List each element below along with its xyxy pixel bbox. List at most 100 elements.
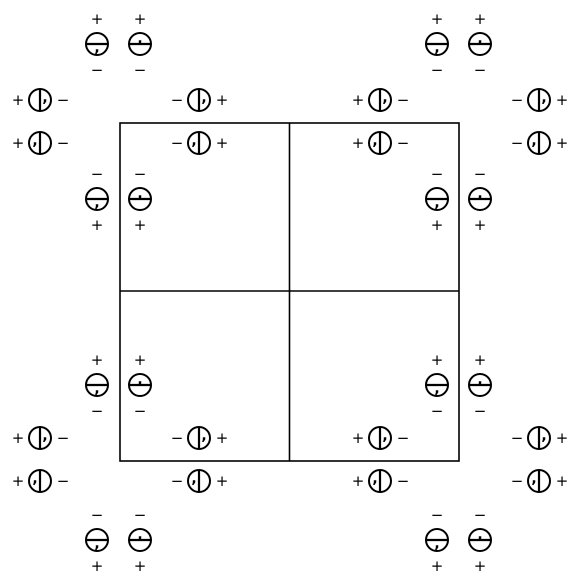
sign-below: − xyxy=(431,402,444,420)
sign-above: − xyxy=(431,506,444,524)
vertical-pair-top-left-inner: −, + −, + xyxy=(85,165,152,234)
horizontal-dipole-symbol: , xyxy=(425,32,449,56)
sign-below: − xyxy=(474,402,487,420)
vertical-dipole-symbol: , xyxy=(187,131,211,155)
vertical-pair-bottom-left-outer: −, + −, + xyxy=(85,506,152,575)
vertical-pair-bottom-left-inner: +, − +, − xyxy=(85,351,152,420)
sign-left: − xyxy=(171,429,184,447)
horizontal-dipole-symbol: , xyxy=(128,31,152,56)
sign-above: + xyxy=(91,351,104,369)
sign-left: − xyxy=(511,91,524,109)
sign-below: + xyxy=(474,216,487,234)
sign-left: + xyxy=(352,429,365,447)
vertical-dipole-symbol: , xyxy=(368,88,392,112)
sign-left: + xyxy=(12,91,25,109)
sign-above: − xyxy=(474,165,487,183)
dipole-left-outer: +, − xyxy=(12,88,70,112)
row-top-upper: +, − −, + +, − −, + xyxy=(12,88,568,112)
dipole-left-outer: +, − xyxy=(12,469,69,493)
vertical-dipole-symbol: , xyxy=(368,131,392,155)
dipole-comma-mark: , xyxy=(531,471,536,487)
sign-below: − xyxy=(91,402,104,420)
dipole-comma-mark: , xyxy=(191,471,196,487)
dipole-left-outer: +, − xyxy=(12,426,70,450)
sign-right: − xyxy=(57,134,70,152)
sign-below: + xyxy=(431,557,444,575)
dipole-right-outer: −, + xyxy=(511,426,569,450)
horizontal-dipole-symbol: , xyxy=(85,528,109,552)
sign-below: + xyxy=(91,216,104,234)
vertical-dipole-symbol: , xyxy=(527,131,551,155)
sign-right: + xyxy=(216,429,229,447)
sign-left: + xyxy=(352,472,365,490)
vertical-dipole-symbol: , xyxy=(187,88,211,112)
square-grid xyxy=(119,122,460,462)
dipole-right-inner: +, − xyxy=(352,131,410,155)
sign-left: + xyxy=(12,134,25,152)
sign-right: + xyxy=(216,91,229,109)
dipole-right-outer: −, + xyxy=(511,131,568,155)
sign-right: − xyxy=(57,91,70,109)
sign-above: + xyxy=(474,10,487,28)
dipole-comma-mark: , xyxy=(201,90,206,106)
sign-left: − xyxy=(511,134,524,152)
dipole-comma-mark: , xyxy=(382,428,387,444)
vertical-pair-bottom-right-inner: +, − +, − xyxy=(425,351,492,420)
vertical-pair-top-right-outer: +, − +, − xyxy=(425,10,492,79)
vertical-pair-top-left-outer: +, − +, − xyxy=(85,10,152,79)
horizontal-dipole-symbol: , xyxy=(425,373,449,397)
dipole-left-inner: −, + xyxy=(171,88,229,112)
dipole-comma-mark: , xyxy=(434,536,439,552)
sign-above: − xyxy=(134,165,147,183)
sign-left: + xyxy=(12,429,25,447)
sign-below: − xyxy=(91,61,104,79)
sign-right: + xyxy=(556,429,569,447)
dipole-comma-mark: , xyxy=(32,471,37,487)
sign-left: − xyxy=(511,472,524,490)
vertical-pair-top-right-inner: −, + −, + xyxy=(425,165,492,234)
dipole-comma-mark: , xyxy=(477,186,482,202)
dipole-comma-mark: , xyxy=(382,90,387,106)
sign-above: − xyxy=(91,165,104,183)
horizontal-dipole-symbol: , xyxy=(128,527,152,552)
horizontal-dipole-symbol: , xyxy=(468,372,492,397)
dipole-comma-mark: , xyxy=(434,381,439,397)
sign-below: + xyxy=(134,557,147,575)
sign-above: − xyxy=(431,165,444,183)
dipole-comma-mark: , xyxy=(94,536,99,552)
vertical-dipole-symbol: , xyxy=(28,88,52,112)
dipole-comma-mark: , xyxy=(94,40,99,56)
dipole-comma-mark: , xyxy=(434,40,439,56)
dipole-comma-mark: , xyxy=(201,428,206,444)
sign-left: + xyxy=(12,472,25,490)
horizontal-dipole-symbol: , xyxy=(468,186,492,211)
sign-above: + xyxy=(431,351,444,369)
horizontal-dipole-symbol: , xyxy=(425,528,449,552)
dipole-left-inner: −, + xyxy=(171,131,228,155)
sign-right: − xyxy=(397,134,410,152)
row-bottom-lower: +, − −, + +, − −, + xyxy=(12,469,568,493)
sign-below: + xyxy=(431,216,444,234)
dipole-right-outer: −, + xyxy=(511,469,568,493)
vertical-dipole-symbol: , xyxy=(28,131,52,155)
dipole-comma-mark: , xyxy=(42,428,47,444)
horizontal-dipole-symbol: , xyxy=(128,372,152,397)
sign-left: + xyxy=(352,134,365,152)
sign-above: − xyxy=(134,506,147,524)
sign-right: − xyxy=(397,429,410,447)
dipole-comma-mark: , xyxy=(477,527,482,543)
sign-left: − xyxy=(511,429,524,447)
dipole-comma-mark: , xyxy=(137,527,142,543)
sign-below: + xyxy=(134,216,147,234)
sign-right: + xyxy=(216,472,229,490)
vertical-dipole-symbol: , xyxy=(368,469,392,493)
sign-below: − xyxy=(431,61,444,79)
dipole-comma-mark: , xyxy=(32,133,37,149)
vertical-dipole-symbol: , xyxy=(527,469,551,493)
dipole-comma-mark: , xyxy=(531,133,536,149)
dipole-comma-mark: , xyxy=(42,90,47,106)
sign-right: − xyxy=(57,429,70,447)
row-bottom-upper: +, − −, + +, − −, + xyxy=(12,426,569,450)
horizontal-dipole-symbol: , xyxy=(425,187,449,211)
